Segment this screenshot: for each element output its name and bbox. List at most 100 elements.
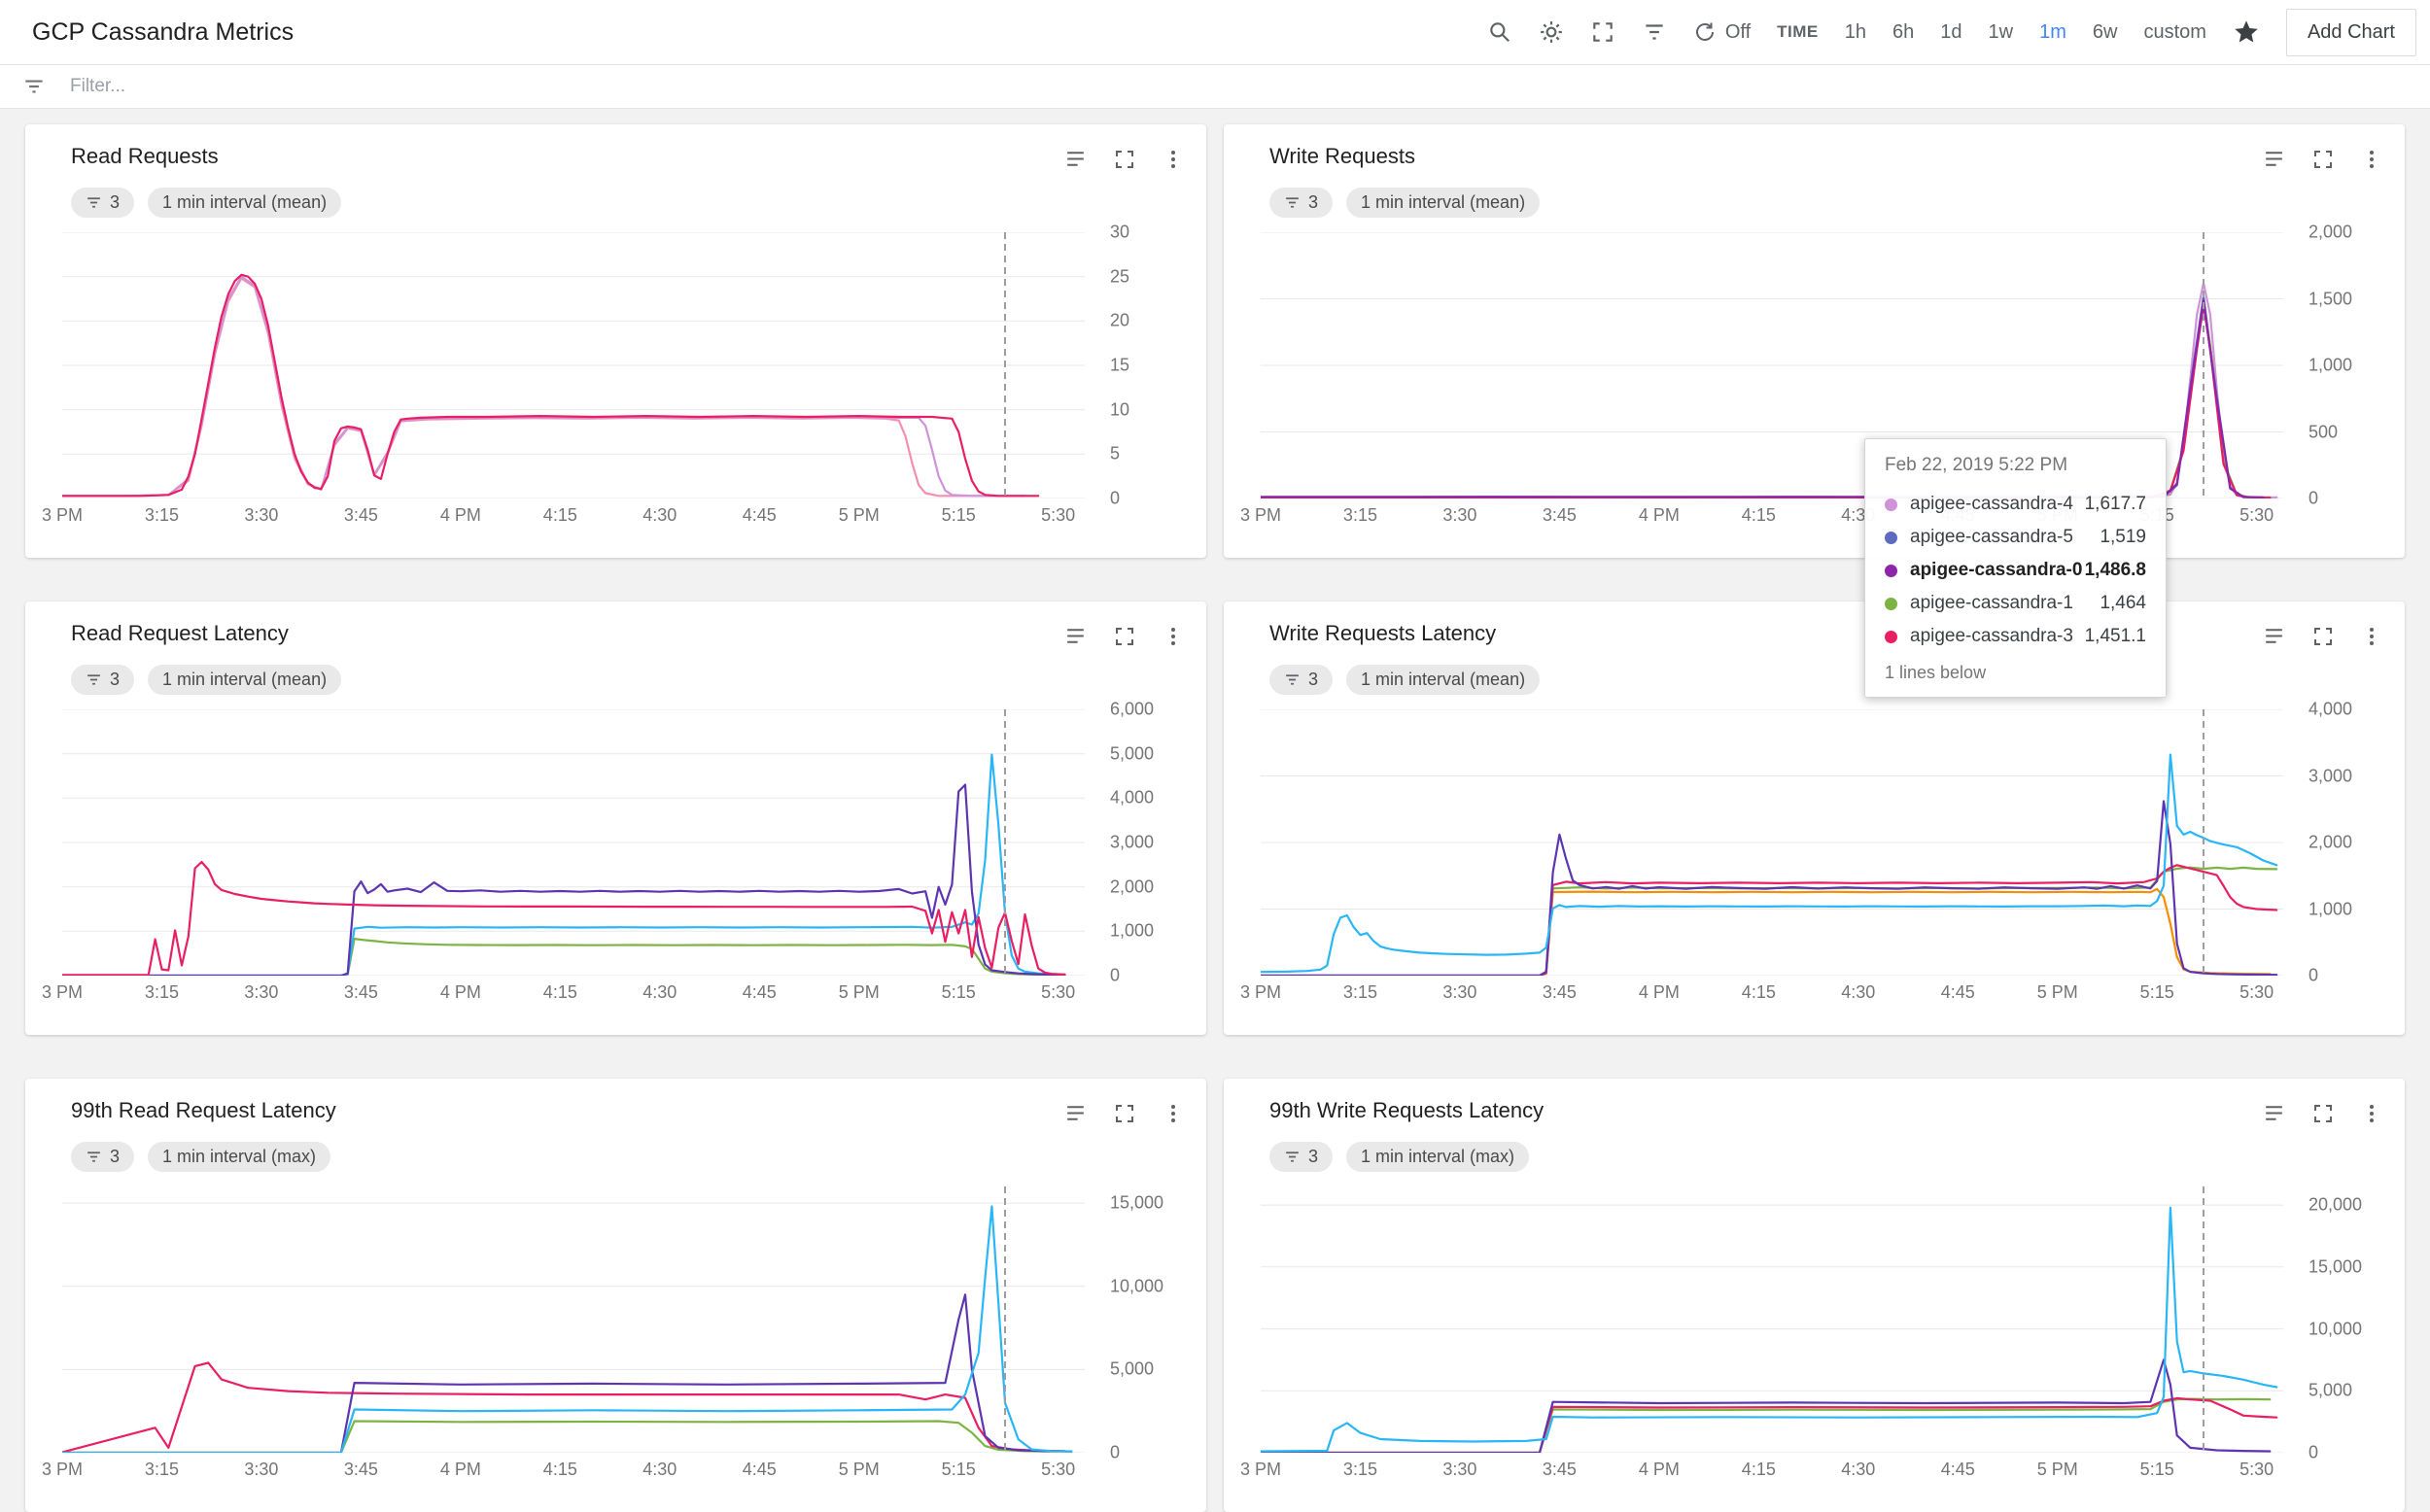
time-range-option-selected[interactable]: 1m bbox=[2039, 20, 2066, 43]
x-tick-label: 3:15 bbox=[1342, 1460, 1377, 1479]
filter-count-chip[interactable]: 3 bbox=[71, 665, 135, 695]
interval-chip[interactable]: 1 min interval (mean) bbox=[148, 188, 342, 218]
tooltip-row: apigee-cassandra-1 1,464 bbox=[1885, 587, 2146, 620]
time-section-label: TIME bbox=[1777, 22, 1819, 41]
auto-refresh-toggle[interactable]: Off bbox=[1693, 20, 1751, 44]
interval-chip[interactable]: 1 min interval (mean) bbox=[1346, 188, 1541, 218]
x-tick-label: 4:30 bbox=[1841, 1460, 1876, 1479]
x-axis-labels: 3 PM 3:15 3:30 3:45 4 PM 4:15 4:30 4:45 5 PM 5:15… bbox=[42, 982, 1085, 1006]
y-tick-label: 1,000 bbox=[2308, 355, 2353, 375]
filter-count-value: 3 bbox=[1308, 192, 1319, 212]
series-value: 1,451.1 bbox=[2084, 626, 2146, 646]
y-tick-label: 0 bbox=[1110, 965, 1121, 985]
x-tick-label: 3:30 bbox=[244, 505, 279, 525]
chart-card-write-requests-latency: Write Requests Latency 3 1 min interval … bbox=[1224, 601, 2405, 1035]
series-color-dot bbox=[1885, 597, 1897, 610]
legend-list-icon[interactable] bbox=[1063, 1101, 1088, 1125]
filter-count-chip[interactable]: 3 bbox=[1269, 188, 1334, 218]
time-range-option[interactable]: 6w bbox=[2092, 20, 2118, 43]
y-tick-label: 1,500 bbox=[2308, 289, 2353, 308]
filter-input[interactable] bbox=[68, 75, 2409, 98]
y-tick-label: 15,000 bbox=[2308, 1256, 2363, 1277]
y-tick-label: 0 bbox=[1110, 488, 1121, 508]
x-tick-label: 3 PM bbox=[1239, 982, 1282, 1002]
legend-list-icon[interactable] bbox=[2262, 1101, 2286, 1125]
tooltip-row: apigee-cassandra-4 1,617.7 bbox=[1885, 488, 2146, 521]
expand-chart-icon[interactable] bbox=[1113, 148, 1136, 171]
legend-list-icon[interactable] bbox=[2262, 624, 2286, 648]
interval-chip[interactable]: 1 min interval (mean) bbox=[148, 665, 342, 695]
series-value: 1,486.8 bbox=[2084, 560, 2146, 580]
x-axis-labels: 3 PM 3:15 3:30 3:45 4 PM 4:15 4:30 4:45 5 PM 5:15… bbox=[42, 505, 1085, 529]
y-tick-label: 15 bbox=[1110, 355, 1130, 375]
x-tick-label: 4:45 bbox=[1940, 1460, 1975, 1479]
x-tick-label: 4 PM bbox=[439, 505, 481, 525]
settings-gear-icon[interactable] bbox=[1539, 19, 1564, 45]
y-tick-label: 10,000 bbox=[2308, 1319, 2363, 1339]
x-tick-label: 5:30 bbox=[1041, 982, 1076, 1002]
time-range-option[interactable]: 1d bbox=[1940, 20, 1962, 43]
y-tick-label: 4,000 bbox=[2308, 699, 2353, 719]
x-tick-label: 5:30 bbox=[1041, 1460, 1076, 1479]
x-tick-label: 3:30 bbox=[244, 982, 279, 1002]
chart-title: Write Requests bbox=[1269, 144, 1415, 168]
y-tick-label: 2,000 bbox=[2308, 832, 2353, 852]
x-axis-labels: 3 PM 3:15 3:30 3:45 4 PM 4:15 4:30 4:45 5 PM 5:15… bbox=[1240, 982, 2283, 1006]
chart-card-read-request-latency: Read Request Latency 3 1 min interval (m… bbox=[25, 601, 1206, 1035]
filter-count-chip[interactable]: 3 bbox=[71, 1142, 135, 1172]
filter-count-chip[interactable]: 3 bbox=[1269, 1142, 1334, 1172]
expand-chart-icon[interactable] bbox=[2311, 148, 2335, 171]
tooltip-row: apigee-cassandra-5 1,519 bbox=[1885, 521, 2146, 554]
y-tick-label: 1,000 bbox=[2308, 899, 2353, 918]
series-name: apigee-cassandra-3 bbox=[1910, 626, 2073, 646]
legend-list-icon[interactable] bbox=[1063, 147, 1088, 171]
chart-plot[interactable] bbox=[60, 1186, 1085, 1455]
expand-chart-icon[interactable] bbox=[1113, 1102, 1136, 1125]
search-icon[interactable] bbox=[1487, 19, 1512, 45]
expand-chart-icon[interactable] bbox=[2311, 625, 2335, 648]
star-icon[interactable] bbox=[2233, 18, 2260, 46]
x-tick-label: 3:45 bbox=[1542, 1460, 1577, 1479]
y-tick-label: 0 bbox=[1110, 1442, 1121, 1462]
refresh-state-label: Off bbox=[1724, 20, 1752, 43]
legend-list-icon[interactable] bbox=[2262, 147, 2286, 171]
series-value: 1,464 bbox=[2100, 593, 2146, 613]
more-options-icon[interactable] bbox=[1162, 625, 1185, 648]
time-range-option[interactable]: 6h bbox=[1892, 20, 1915, 43]
time-range-option[interactable]: custom bbox=[2143, 20, 2206, 43]
filter-icon bbox=[21, 74, 47, 99]
chart-plot[interactable] bbox=[60, 231, 1085, 499]
chart-plot[interactable] bbox=[1259, 1186, 2283, 1455]
interval-chip[interactable]: 1 min interval (max) bbox=[1346, 1142, 1530, 1172]
time-range-option[interactable]: 1h bbox=[1844, 20, 1867, 43]
chart-plot[interactable] bbox=[60, 708, 1085, 978]
filter-count-chip[interactable]: 3 bbox=[71, 188, 135, 218]
y-axis-labels: 15,000 10,000 5,000 0 bbox=[1110, 1186, 1199, 1462]
x-tick-label: 3 PM bbox=[41, 1460, 84, 1479]
x-tick-label: 3:15 bbox=[144, 982, 179, 1002]
chart-canvas bbox=[60, 231, 1085, 499]
series-color-dot bbox=[1885, 498, 1897, 511]
more-options-icon[interactable] bbox=[2360, 625, 2383, 648]
interval-chip[interactable]: 1 min interval (mean) bbox=[1346, 665, 1541, 695]
more-options-icon[interactable] bbox=[2360, 148, 2383, 171]
filter-list-icon[interactable] bbox=[1642, 19, 1667, 45]
add-chart-button[interactable]: Add Chart bbox=[2285, 8, 2416, 56]
y-axis-labels: 2,000 1,500 1,000 500 0 bbox=[2308, 223, 2398, 508]
tooltip-row: apigee-cassandra-3 1,451.1 bbox=[1885, 620, 2146, 653]
expand-chart-icon[interactable] bbox=[2311, 1102, 2335, 1125]
x-tick-label: 4:30 bbox=[1841, 982, 1876, 1002]
expand-chart-icon[interactable] bbox=[1113, 625, 1136, 648]
time-range-option[interactable]: 1w bbox=[1988, 20, 2014, 43]
x-tick-label: 3:45 bbox=[1542, 982, 1577, 1002]
more-options-icon[interactable] bbox=[1162, 148, 1185, 171]
chart-plot[interactable] bbox=[1259, 708, 2283, 978]
filter-count-chip[interactable]: 3 bbox=[1269, 665, 1334, 695]
legend-list-icon[interactable] bbox=[1063, 624, 1088, 648]
fullscreen-icon[interactable] bbox=[1590, 19, 1615, 45]
interval-chip[interactable]: 1 min interval (max) bbox=[148, 1142, 331, 1172]
x-tick-label: 5:15 bbox=[941, 505, 976, 525]
series-name: apigee-cassandra-0 bbox=[1910, 560, 2083, 580]
more-options-icon[interactable] bbox=[1162, 1102, 1185, 1125]
more-options-icon[interactable] bbox=[2360, 1102, 2383, 1125]
